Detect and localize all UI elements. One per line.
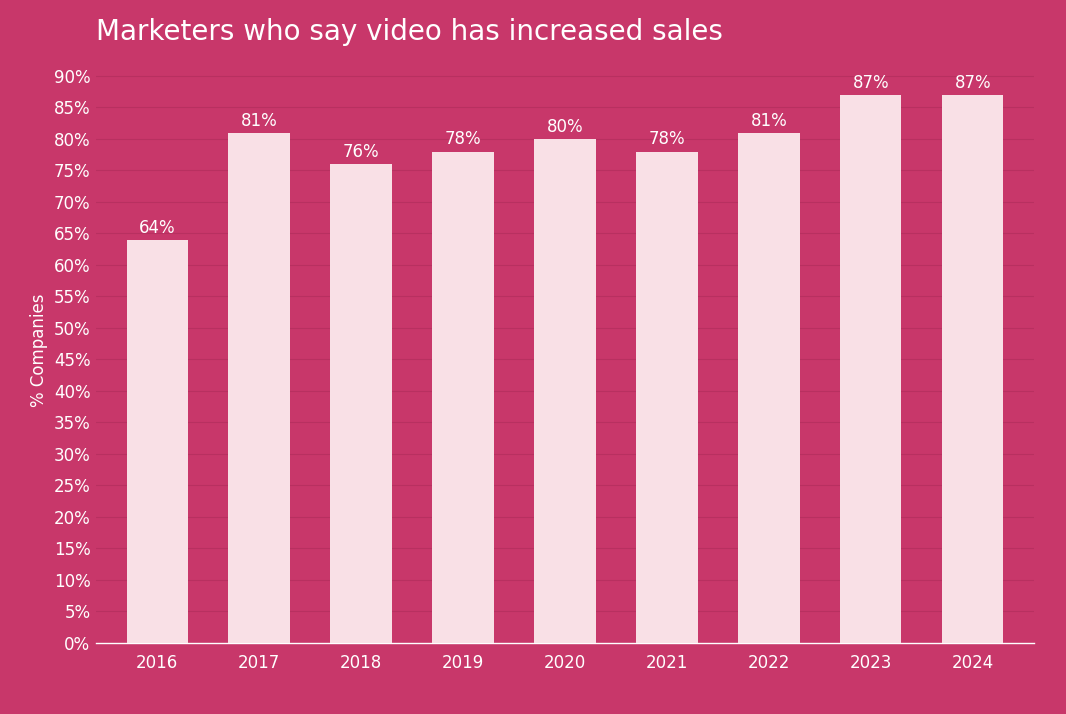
Text: Marketers who say video has increased sales: Marketers who say video has increased sa… — [96, 19, 723, 46]
Bar — [127, 240, 188, 643]
Bar — [942, 95, 1003, 643]
Text: 76%: 76% — [343, 143, 379, 161]
Bar — [636, 151, 697, 643]
Bar — [739, 133, 800, 643]
Text: 80%: 80% — [547, 118, 583, 136]
Text: 81%: 81% — [241, 111, 277, 129]
Text: 87%: 87% — [954, 74, 991, 91]
Text: 87%: 87% — [853, 74, 889, 91]
Text: 78%: 78% — [648, 131, 685, 149]
Bar — [433, 151, 494, 643]
Y-axis label: % Companies: % Companies — [30, 293, 48, 406]
Bar — [228, 133, 290, 643]
Bar — [840, 95, 902, 643]
Bar — [534, 139, 596, 643]
Text: 78%: 78% — [445, 131, 482, 149]
Bar — [330, 164, 391, 643]
Text: 81%: 81% — [750, 111, 788, 129]
Text: 64%: 64% — [139, 218, 176, 236]
